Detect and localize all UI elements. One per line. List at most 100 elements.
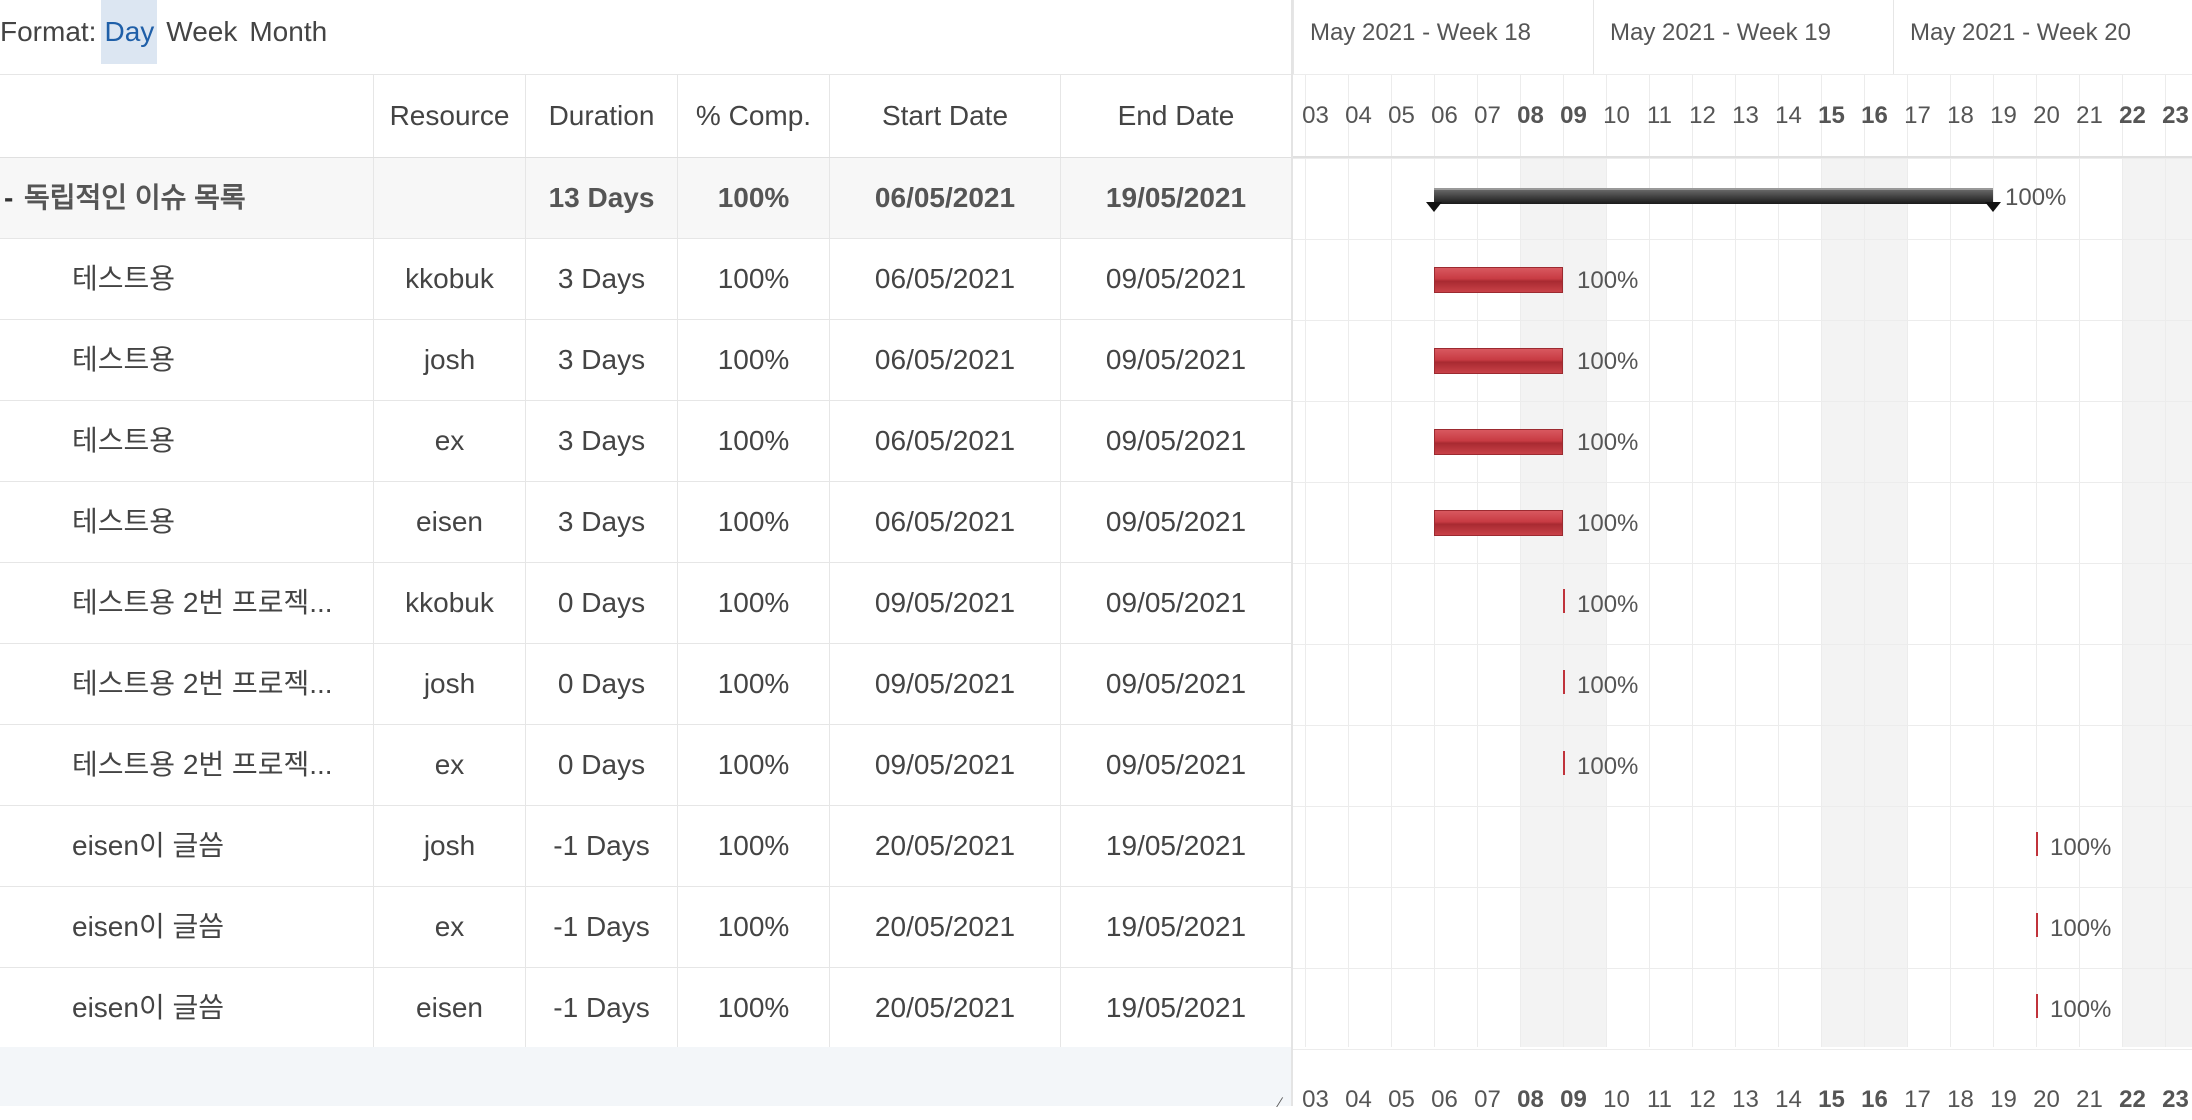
- task-row[interactable]: eisen이 글씀 josh -1 Days 100% 20/05/2021 1…: [0, 806, 1291, 887]
- header-gridline: [1293, 156, 2192, 158]
- day-header: 18: [1947, 102, 1974, 129]
- task-row[interactable]: 테스트용 eisen 3 Days 100% 06/05/2021 09/05/…: [0, 482, 1291, 563]
- day-gridline: [1778, 74, 1779, 1047]
- milestone-marker[interactable]: [1563, 589, 1565, 613]
- day-footer: 10: [1603, 1086, 1630, 1113]
- header-name[interactable]: [0, 75, 373, 157]
- day-gridline: [1477, 74, 1478, 1047]
- format-label: Format:: [0, 16, 97, 47]
- row-gridline: [1293, 158, 2192, 159]
- task-end: 09/05/2021: [1060, 401, 1291, 481]
- day-footer: 18: [1947, 1086, 1974, 1113]
- header-resource[interactable]: Resource: [373, 75, 525, 157]
- task-bar-label: 100%: [1577, 591, 1639, 618]
- header-comp[interactable]: % Comp.: [677, 75, 829, 157]
- day-gridline: [1348, 74, 1349, 1047]
- task-resource: eisen: [373, 482, 525, 562]
- group-comp: 100%: [677, 158, 829, 238]
- day-header: 23: [2162, 102, 2189, 129]
- task-resource: kkobuk: [373, 239, 525, 319]
- task-bar[interactable]: [1434, 267, 1563, 293]
- row-gridline: [1293, 968, 2192, 969]
- task-comp: 100%: [677, 563, 829, 643]
- milestone-marker[interactable]: [2036, 913, 2038, 937]
- task-name: 테스트용: [72, 344, 176, 375]
- task-bar-label: 100%: [1577, 267, 1639, 294]
- task-row[interactable]: 테스트용 josh 3 Days 100% 06/05/2021 09/05/2…: [0, 320, 1291, 401]
- task-bar-label: 100%: [2050, 834, 2112, 861]
- day-gridline: [2079, 74, 2080, 1047]
- task-row[interactable]: eisen이 글씀 eisen -1 Days 100% 20/05/2021 …: [0, 968, 1291, 1049]
- week-header: May 2021 - Week 18: [1293, 0, 1593, 74]
- task-row[interactable]: 테스트용 2번 프로젝... kkobuk 0 Days 100% 09/05/…: [0, 563, 1291, 644]
- task-comp: 100%: [677, 968, 829, 1048]
- day-header: 09: [1560, 102, 1587, 129]
- task-duration: 0 Days: [525, 563, 677, 643]
- day-gridline: [1735, 74, 1736, 1047]
- task-end: 09/05/2021: [1060, 563, 1291, 643]
- task-duration: 3 Days: [525, 482, 677, 562]
- task-duration: -1 Days: [525, 968, 677, 1048]
- task-bar[interactable]: [1434, 429, 1563, 455]
- task-comp: 100%: [677, 644, 829, 724]
- week-header: May 2021 - Week 19: [1593, 0, 1893, 74]
- header-start-date[interactable]: Start Date: [829, 75, 1060, 157]
- milestone-marker[interactable]: [1563, 751, 1565, 775]
- milestone-marker[interactable]: [2036, 832, 2038, 856]
- task-resource: ex: [373, 887, 525, 967]
- weekend-band: [1864, 158, 1907, 1047]
- weekend-band: [1520, 158, 1563, 1047]
- task-bar[interactable]: [1434, 510, 1563, 536]
- task-start: 06/05/2021: [829, 239, 1060, 319]
- collapse-toggle-icon[interactable]: -: [4, 182, 14, 213]
- day-header: 19: [1990, 102, 2017, 129]
- task-name: eisen이 글씀: [72, 911, 224, 942]
- task-name: eisen이 글씀: [72, 830, 224, 861]
- milestone-marker[interactable]: [2036, 994, 2038, 1018]
- group-end-marker-icon: [1985, 202, 2001, 212]
- task-row[interactable]: eisen이 글씀 ex -1 Days 100% 20/05/2021 19/…: [0, 887, 1291, 968]
- day-footer: 03: [1302, 1086, 1329, 1113]
- day-gridline: [2036, 74, 2037, 1047]
- group-duration: 13 Days: [525, 158, 677, 238]
- task-row[interactable]: 테스트용 2번 프로젝... josh 0 Days 100% 09/05/20…: [0, 644, 1291, 725]
- task-bar-label: 100%: [2050, 915, 2112, 942]
- day-footer: 21: [2076, 1086, 2103, 1113]
- day-gridline: [1520, 74, 1521, 1047]
- gantt-chart: May 2021 - Week 18 May 2021 - Week 19 May …: [1291, 0, 2192, 1113]
- resize-handle-icon[interactable]: ∕: [1279, 1094, 1282, 1110]
- day-gridline: [1821, 74, 1822, 1047]
- task-row[interactable]: 테스트용 ex 3 Days 100% 06/05/2021 09/05/202…: [0, 401, 1291, 482]
- task-name: 테스트용: [72, 506, 176, 537]
- day-header: 14: [1775, 102, 1802, 129]
- day-footer: 20: [2033, 1086, 2060, 1113]
- task-bar[interactable]: [1434, 348, 1563, 374]
- task-row[interactable]: 테스트용 2번 프로젝... ex 0 Days 100% 09/05/2021…: [0, 725, 1291, 806]
- task-start: 20/05/2021: [829, 887, 1060, 967]
- weekend-band: [2122, 158, 2165, 1047]
- milestone-marker[interactable]: [1563, 670, 1565, 694]
- group-summary-bar[interactable]: [1434, 188, 1993, 204]
- task-name: 테스트용 2번 프로젝...: [72, 587, 333, 618]
- task-start: 09/05/2021: [829, 563, 1060, 643]
- header-duration[interactable]: Duration: [525, 75, 677, 157]
- group-bar-label: 100%: [2005, 184, 2067, 211]
- day-gridline: [1606, 74, 1607, 1047]
- format-month-button[interactable]: Month: [249, 16, 328, 47]
- task-duration: 3 Days: [525, 320, 677, 400]
- task-end: 09/05/2021: [1060, 482, 1291, 562]
- day-gridline: [1434, 74, 1435, 1047]
- task-comp: 100%: [677, 239, 829, 319]
- format-week-button[interactable]: Week: [166, 16, 238, 47]
- group-resource: [373, 158, 525, 238]
- header-end-date[interactable]: End Date: [1060, 75, 1291, 157]
- row-gridline: [1293, 887, 2192, 888]
- day-gridline: [1907, 74, 1908, 1047]
- task-comp: 100%: [677, 725, 829, 805]
- task-row[interactable]: 테스트용 kkobuk 3 Days 100% 06/05/2021 09/05…: [0, 239, 1291, 320]
- row-gridline: [1293, 644, 2192, 645]
- task-duration: -1 Days: [525, 806, 677, 886]
- day-footer: 23: [2162, 1086, 2189, 1113]
- group-row[interactable]: - 독립적인 이슈 목록 13 Days 100% 06/05/2021 19/…: [0, 158, 1291, 239]
- format-day-button[interactable]: Day: [101, 0, 158, 64]
